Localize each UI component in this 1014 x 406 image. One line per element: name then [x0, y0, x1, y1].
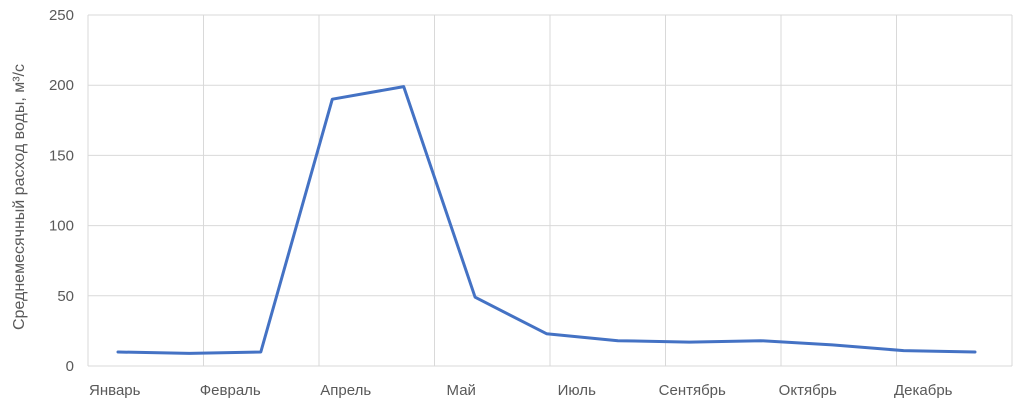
y-tick-label: 250: [49, 7, 74, 24]
grid-lines: [87, 14, 1013, 367]
y-tick-label: 50: [57, 288, 74, 305]
y-axis-title: Среднемесячный расход воды, м³/с: [11, 64, 28, 330]
x-tick-label: Январь: [89, 382, 141, 399]
x-axis-ticks: Январь Февраль Апрель Май Июль Сентябрь Октябр…: [89, 382, 953, 399]
y-tick-label: 150: [49, 147, 74, 164]
x-tick-label: Февраль: [200, 382, 261, 399]
series-line: [116, 85, 977, 355]
y-tick-label: 200: [49, 77, 74, 94]
x-tick-label: Декабрь: [894, 382, 953, 399]
y-tick-label: 100: [49, 218, 74, 235]
y-axis-ticks: 0 50 100 150 200 250: [49, 7, 74, 375]
y-tick-label: 0: [66, 358, 74, 375]
x-tick-label: Апрель: [320, 382, 371, 399]
series-layer: [116, 85, 977, 355]
x-tick-label: Сентябрь: [659, 382, 726, 399]
x-tick-label: Май: [447, 382, 476, 399]
x-tick-label: Октябрь: [779, 382, 837, 399]
x-tick-label: Июль: [558, 382, 596, 399]
